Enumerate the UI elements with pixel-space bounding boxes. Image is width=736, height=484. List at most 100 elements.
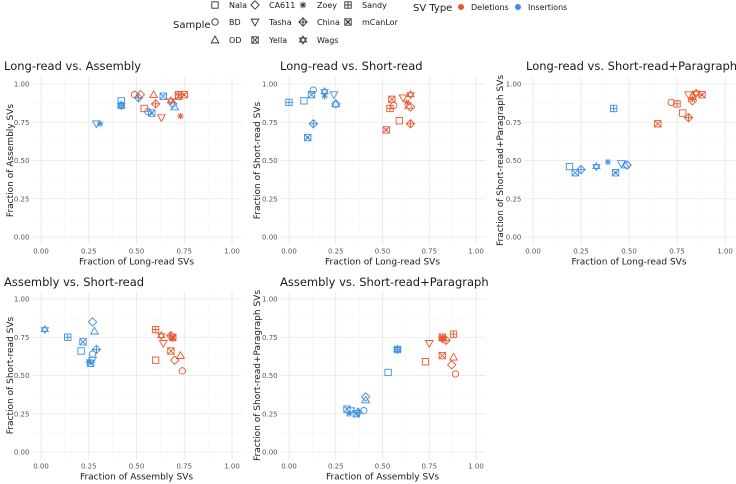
y-tick-label: 1.00 [506, 81, 522, 89]
data-point-od [170, 102, 180, 111]
x-axis-title: Fraction of Assembly SVs [326, 473, 439, 483]
tri [116, 103, 126, 111]
diamond [446, 359, 457, 370]
grid [31, 76, 242, 245]
legend-type-label: Deletions [471, 3, 509, 12]
legend-circle-icon [211, 18, 219, 26]
data-point-mcanlor [611, 169, 620, 177]
legend-sample-label: China [317, 18, 340, 27]
x-tick-label: 0.75 [176, 463, 192, 471]
y-tick-label: 1.00 [262, 296, 278, 304]
legend-triangle-up-icon [210, 35, 220, 44]
panel-title: Long-read vs. Short-read [280, 59, 423, 73]
line [404, 99, 410, 106]
rect [169, 333, 177, 341]
diamond [87, 317, 98, 327]
circle [360, 407, 368, 415]
legend-type-label: Insertions [528, 3, 567, 12]
tri [687, 91, 697, 100]
tri [40, 324, 50, 332]
legend-sample-label: Wags [317, 36, 339, 45]
line [307, 91, 315, 99]
x-tick-label: 0.00 [33, 463, 49, 471]
x-tick-label: 1.00 [224, 463, 240, 471]
tri [438, 334, 447, 342]
grid [523, 76, 735, 245]
y-tick-label: 0.25 [262, 195, 278, 203]
data-point-yella [388, 95, 396, 103]
y-axis-title: Fraction of Assembly SVs [6, 104, 16, 217]
x-tick-label: 0.75 [176, 248, 192, 256]
data-point-yella [654, 120, 662, 128]
y-tick-label: 0.75 [14, 119, 30, 127]
x-tick-label: 0.50 [129, 463, 145, 471]
legend-diamond-icon [250, 0, 260, 10]
panel-title: Assembly vs. Short-read+Paragraph [280, 275, 489, 289]
data-point-china [576, 164, 586, 175]
line [97, 121, 103, 127]
rect [679, 109, 687, 117]
data-point-nala [77, 347, 85, 355]
tri [149, 89, 159, 99]
line [177, 113, 184, 119]
rect [211, 1, 219, 9]
rect [180, 91, 188, 99]
y-tick-label: 0.25 [262, 410, 278, 418]
x-tick-label: 1.00 [468, 463, 484, 471]
line [167, 347, 175, 355]
data-point-china [150, 99, 161, 109]
line [321, 93, 328, 99]
data-point-tasha [398, 94, 408, 103]
circle [623, 161, 631, 169]
data-point-ca611 [330, 99, 341, 109]
tri [91, 120, 102, 129]
diamond [250, 0, 260, 10]
tri [157, 331, 166, 339]
tri [448, 352, 459, 361]
tri [87, 356, 98, 365]
dot [306, 136, 310, 139]
grid [279, 76, 486, 245]
legend-dot-icon [458, 4, 464, 10]
data-point-nala [395, 117, 403, 125]
data-point-yella [174, 92, 183, 100]
rect [382, 126, 390, 134]
x-tick-label: 0.25 [81, 248, 97, 256]
rect [77, 347, 85, 355]
rect [304, 133, 312, 142]
legend-asterisk-icon [299, 1, 307, 9]
data-point-nala [565, 162, 574, 171]
circle [667, 98, 675, 107]
line [159, 92, 167, 100]
data-point-sandy [151, 325, 160, 334]
y-tick-label: 0.50 [14, 157, 30, 165]
panel-title: Assembly vs. Short-read [4, 275, 144, 289]
tri [320, 89, 329, 97]
y-tick-label: 0.25 [506, 195, 522, 203]
data-point-wags [438, 334, 447, 344]
panel-title: Long-read vs. Assembly [4, 59, 141, 73]
y-tick-label: 1.00 [14, 81, 30, 89]
grid [31, 291, 242, 460]
rect [565, 162, 574, 171]
legend-sample-label: Tasha [268, 18, 292, 27]
legend-dot-icon [515, 4, 521, 10]
line [346, 411, 352, 417]
data-point-mcanlor [148, 109, 156, 117]
dot [150, 111, 154, 115]
tri [406, 92, 415, 100]
data-point-tasha [158, 340, 168, 349]
y-tick-label: 0.50 [14, 372, 30, 380]
data-point-wags [592, 161, 601, 172]
diamond [360, 392, 371, 402]
data-point-ca611 [135, 89, 146, 100]
legend-triangle-down-icon [250, 18, 260, 27]
legend-square-icon [211, 1, 219, 9]
tri [166, 96, 176, 104]
tri [592, 164, 601, 172]
line [388, 95, 396, 103]
line [654, 120, 662, 128]
y-tick-label: 0.75 [262, 119, 278, 127]
data-point-od [687, 91, 697, 100]
